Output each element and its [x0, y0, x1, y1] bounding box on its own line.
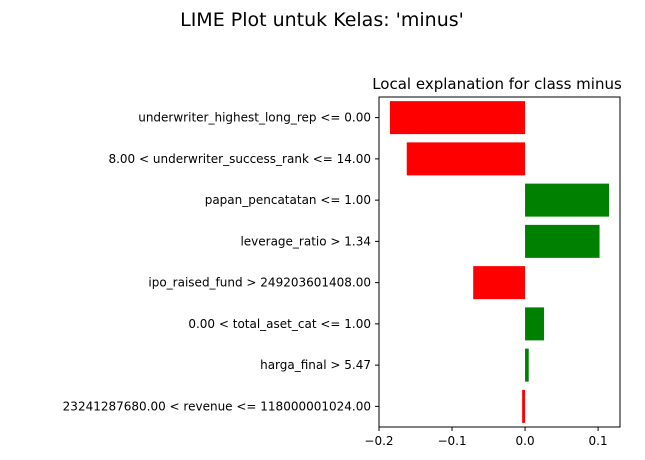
- bars-group: [389, 101, 610, 423]
- x-ticks-group: −0.2 −0.1 0.0 0.1: [364, 427, 608, 448]
- y-ticks-group: underwriter_highest_long_rep <= 0.00 8.00…: [63, 111, 379, 413]
- x-tick-label-4: 0.1: [589, 434, 608, 448]
- bar-2: [406, 142, 526, 176]
- y-tick-label-6: 0.00 < total_aset_cat <= 1.00: [188, 317, 371, 331]
- x-tick-label-1: −0.2: [364, 434, 393, 448]
- y-tick-label-3: papan_pencatatan <= 1.00: [205, 193, 371, 207]
- bar-3: [525, 183, 610, 217]
- y-tick-label-5: ipo_raised_fund > 249203601408.00: [148, 276, 371, 290]
- bar-6: [525, 307, 545, 341]
- x-tick-label-2: −0.1: [437, 434, 466, 448]
- axes-title: Local explanation for class minus: [372, 75, 622, 93]
- bar-8: [522, 389, 526, 423]
- bar-5: [473, 266, 526, 300]
- axes-frame: [378, 96, 621, 428]
- bar-1: [389, 101, 526, 135]
- x-tick-label-3: 0.0: [516, 434, 535, 448]
- bar-7: [525, 348, 529, 382]
- y-tick-label-7: harga_final > 5.47: [260, 358, 371, 372]
- y-tick-label-4: leverage_ratio > 1.34: [240, 234, 371, 248]
- y-tick-label-2: 8.00 < underwriter_success_rank <= 14.00: [108, 152, 371, 166]
- figure-suptitle: LIME Plot untuk Kelas: 'minus': [180, 9, 464, 31]
- y-tick-label-1: underwriter_highest_long_rep <= 0.00: [138, 111, 371, 125]
- y-tick-label-8: 23241287680.00 < revenue <= 118000001024…: [63, 399, 371, 413]
- bar-4: [525, 224, 600, 258]
